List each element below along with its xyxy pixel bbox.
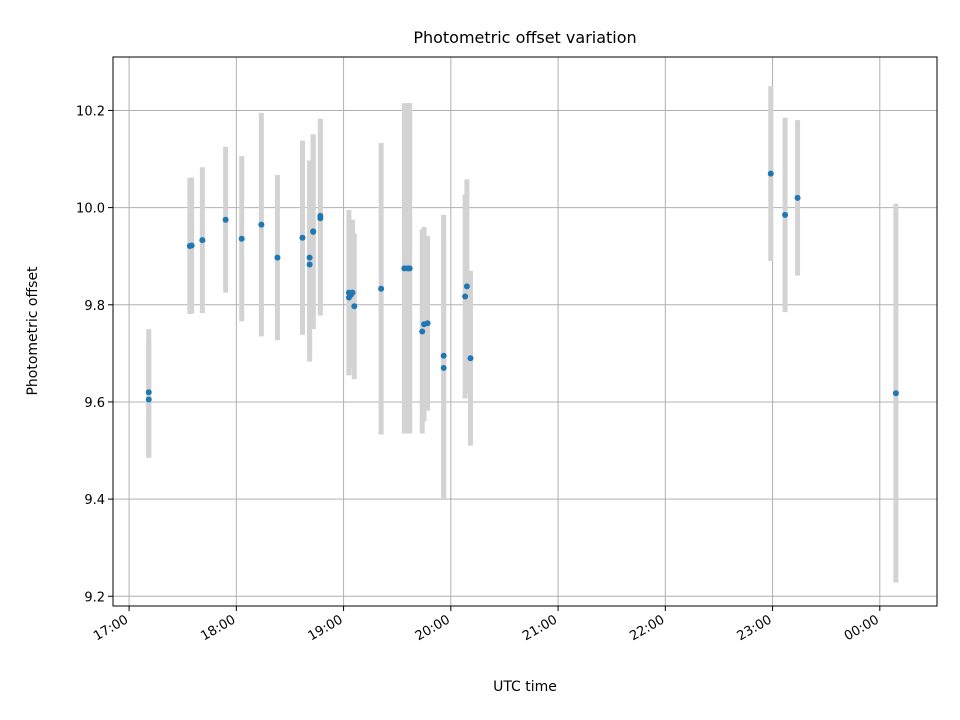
data-point [767,170,774,177]
data-point [199,237,206,244]
y-tick-label: 10.0 [76,202,105,217]
data-point [258,221,265,228]
y-axis-label: Photometric offset [25,266,41,396]
data-point [440,364,447,371]
data-points [145,170,899,403]
data-point [351,303,358,310]
y-tick-label: 9.8 [84,299,105,314]
x-axis-label: UTC time [493,679,557,695]
data-point [306,261,313,268]
data-point [424,320,431,327]
y-tick-label: 10.2 [76,104,105,119]
data-point [299,234,306,241]
data-point [419,328,426,335]
y-axis: 9.2 9.4 9.6 9.8 10.0 10.2 [76,104,113,605]
y-tick-label: 9.2 [84,590,105,605]
data-point [238,235,245,242]
y-tick-label: 9.4 [84,493,105,508]
data-point [406,265,413,272]
data-point [467,355,474,362]
data-point [310,228,317,235]
data-point [440,352,447,359]
data-point [317,212,324,219]
data-point [145,396,152,403]
data-point [145,389,152,396]
data-point [222,216,229,223]
chart-title: Photometric offset variation [413,28,636,47]
data-point [188,242,195,249]
plot-frame [112,56,938,607]
data-point [462,293,469,300]
data-point [274,254,281,261]
y-tick-label: 9.6 [84,396,105,411]
data-point [892,390,899,397]
data-point [349,289,356,296]
data-point [794,194,801,201]
data-point [378,285,385,292]
data-point [463,283,470,290]
data-point [782,211,789,218]
data-point [306,254,313,261]
